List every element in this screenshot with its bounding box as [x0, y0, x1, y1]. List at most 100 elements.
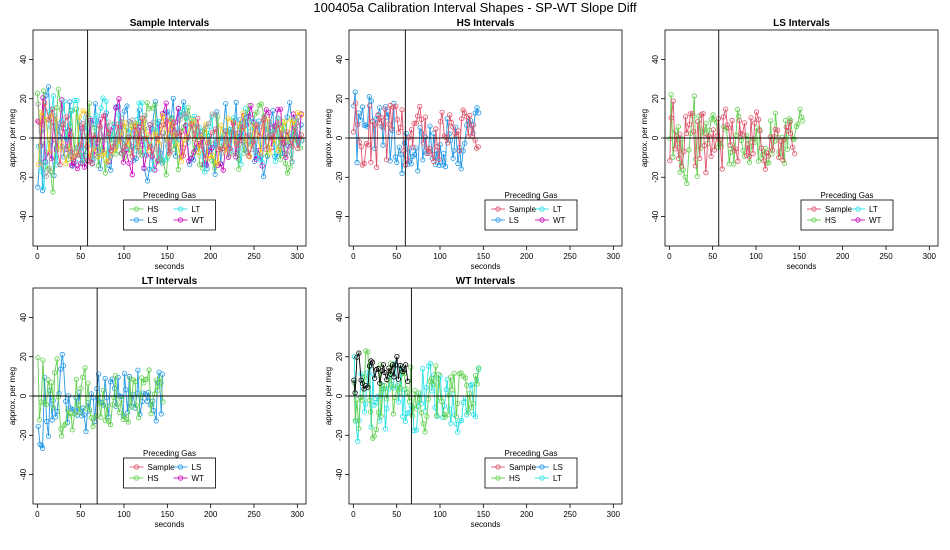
wt-intervals-series-extra-point [395, 376, 401, 382]
sample-intervals-series-hs-point [55, 86, 62, 92]
sample-intervals-series-extra-point [285, 148, 292, 155]
wt-intervals-series-extra-point [352, 390, 358, 396]
ls-intervals-series-hs-point [718, 143, 725, 150]
wt-intervals-series-hs-point [390, 411, 396, 417]
wt-intervals-series-hs-point [449, 386, 455, 393]
wt-intervals-series-hs-point [435, 371, 442, 377]
wt-intervals-series-hs-point [409, 413, 416, 419]
wt-intervals-series-hs-point [352, 418, 358, 424]
hs-intervals-series-ls-point [407, 145, 413, 151]
wt-intervals-series-hs-point [441, 411, 447, 417]
sample-intervals-series-extra-point [156, 141, 162, 147]
hs-intervals-series-sample-point [371, 122, 377, 128]
sample-intervals-series-wt-point [113, 105, 119, 111]
hs-intervals-series-sample-point [448, 119, 454, 126]
ls-intervals-series-sample-point [750, 151, 756, 157]
wt-intervals-series-hs-point [416, 396, 422, 402]
wt-intervals-series-hs-point [380, 386, 386, 392]
hs-intervals-series-sample-point [461, 110, 468, 116]
sample-intervals-series-wt-point [259, 163, 265, 169]
lt-intervals-series-ls-point [121, 370, 128, 377]
ls-intervals-series-sample-point [686, 122, 693, 128]
sample-intervals-series-wt-point [141, 165, 147, 171]
sample-intervals-series-extra-point [239, 124, 246, 130]
ls-intervals-series-sample-point [741, 120, 748, 126]
wt-intervals-series-extra-point [372, 375, 378, 381]
lt-intervals-series-hs-point [35, 355, 41, 361]
lt-intervals-series-ls-point [146, 389, 152, 395]
ls-intervals-series-sample-point [792, 151, 798, 157]
sample-intervals-series-hs-point [163, 172, 169, 178]
lt-intervals-series-ls-point [39, 443, 45, 449]
lt-intervals-series-ls-point [52, 414, 59, 420]
lt-intervals-series-hs-point [82, 365, 88, 371]
sample-intervals-series-extra-point [35, 118, 41, 124]
ls-intervals-series-sample-point [745, 142, 751, 148]
lt-intervals-series-hs-point [133, 402, 139, 408]
sample-intervals-series-lt-point [256, 156, 262, 162]
hs-intervals-series-ls-point [446, 131, 452, 137]
sample-intervals-series-extra-point [184, 111, 190, 117]
sample-intervals-series-extra-point [298, 132, 304, 138]
wt-intervals-series-hs-point [384, 396, 390, 402]
ls-intervals-series-hs-point [771, 139, 777, 145]
sample-intervals-series-extra-point [282, 152, 289, 158]
ls-intervals-series-hs-point [772, 110, 779, 116]
ls-intervals-series-sample-point [667, 158, 673, 164]
wt-intervals-series-extra-point [401, 367, 407, 373]
sample-intervals-series-ls-point [146, 166, 152, 172]
wt-intervals-series-hs-point [368, 409, 374, 415]
sample-intervals-series-extra-point [63, 161, 69, 167]
ls-intervals-series-sample-point [772, 126, 778, 132]
sample-intervals-series-ls-point [270, 108, 276, 114]
sample-intervals-series-hs-point [171, 146, 177, 152]
sample-intervals-series-ls-point [187, 161, 193, 167]
sample-intervals-series-extra-point [174, 141, 180, 147]
hs-intervals-series-sample-point [358, 144, 364, 150]
hs-intervals-series-ls-point [427, 123, 433, 129]
wt-intervals-series-lt-point [427, 360, 433, 366]
lt-intervals-series-ls-point [44, 418, 50, 424]
wt-intervals-legend-swatch-point [539, 475, 545, 481]
hs-intervals-series-sample-point [408, 127, 415, 133]
sample-intervals-series-extra-point [250, 139, 256, 145]
wt-intervals-x-tick-label: 150 [477, 510, 491, 519]
wt-intervals-series-lt-point [368, 424, 374, 430]
lt-intervals-series-hs-point [98, 414, 104, 420]
hs-intervals-series-ls-point [453, 124, 459, 130]
hs-intervals-series-sample-point [387, 102, 393, 109]
hs-intervals-series-sample-point [469, 133, 475, 139]
hs-intervals-series-sample-point [368, 159, 374, 165]
wt-intervals-series-extra-point [366, 363, 373, 369]
ls-intervals-series-sample-point [781, 137, 787, 143]
lt-intervals-series-ls-point [59, 351, 65, 358]
wt-intervals-series-hs-point [446, 392, 452, 398]
lt-intervals-series-hs-point [125, 419, 131, 425]
hs-intervals-series-ls-point [415, 168, 421, 174]
sample-intervals-series-wt-point [126, 160, 132, 166]
sample-intervals-series-ls-point [67, 99, 73, 105]
wt-intervals-series-extra-point [382, 369, 388, 376]
sample-intervals-series-hs-point [113, 151, 119, 157]
sample-intervals-series-extra-point [185, 134, 191, 140]
lt-intervals-series-hs-point [111, 394, 117, 401]
wt-intervals-series-hs-point [451, 370, 457, 376]
sample-intervals-series-hs-point [209, 158, 215, 164]
lt-intervals-series-hs-point [87, 406, 93, 413]
sample-intervals-series-ls-point [223, 101, 229, 107]
wt-intervals-series-extra-point [369, 359, 376, 365]
ls-intervals-series-sample-point [765, 153, 771, 159]
wt-intervals-series-group [351, 348, 482, 444]
lt-intervals-series-hs-point [62, 421, 68, 427]
wt-intervals-series-hs-point [373, 426, 379, 433]
hs-intervals-x-tick-label: 200 [520, 252, 534, 261]
sample-intervals-series-extra-point [88, 122, 94, 128]
wt-intervals-series-lt-point [458, 417, 465, 424]
ls-intervals-x-tick-label: 150 [793, 252, 807, 261]
hs-intervals-series-sample-point [399, 107, 405, 113]
hs-intervals-series-sample-point [417, 103, 423, 110]
sample-intervals-series-ls-point [287, 100, 293, 106]
sample-intervals-series-extra-point [91, 132, 97, 138]
